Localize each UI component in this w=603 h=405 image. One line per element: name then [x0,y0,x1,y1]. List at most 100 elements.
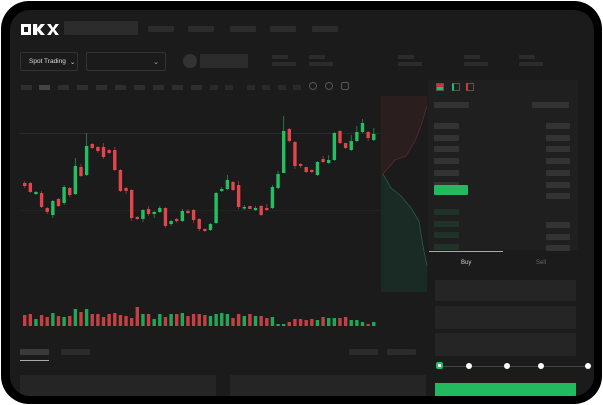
bid-amount [546,245,570,252]
drawing-tool-button[interactable] [210,85,218,90]
stat-value [398,62,422,66]
candle [338,131,342,143]
volume-bar [23,315,27,326]
candle [129,190,134,218]
filter-button[interactable] [349,349,378,355]
timeframe-button[interactable] [39,85,50,90]
timeframe-button[interactable] [153,85,164,90]
candle [169,221,173,224]
camera-icon[interactable] [309,82,317,90]
settings-icon[interactable] [325,82,333,90]
book-view-asks-icon[interactable] [466,83,474,91]
slider-step-50[interactable] [504,363,510,369]
mid-price [434,185,468,195]
volume-bar [214,314,218,326]
spot-trading-label: Spot Trading [29,58,66,65]
volume-bar [197,314,201,326]
app-screen: Spot Trading ⌄ ⌄ Buy Sell [10,10,594,396]
search-bar[interactable] [64,21,138,35]
tab-order-history[interactable] [61,349,90,355]
book-header-amount [532,102,569,108]
timeframe-button[interactable] [77,85,88,90]
volume-bar [327,318,331,326]
drawing-tool-button[interactable] [247,85,255,90]
stat-value [464,62,488,66]
volume-bar [180,313,185,326]
candle [281,131,286,173]
volume-bar [355,320,359,326]
drawing-tool-button[interactable] [262,85,270,90]
candle [293,142,297,166]
okx-logo[interactable] [21,24,59,35]
spot-trading-selector[interactable]: Spot Trading ⌄ [20,52,78,71]
candle [321,159,325,162]
stat-label [272,55,288,59]
volume-bar [45,317,49,326]
candle [231,182,235,190]
amount-slider-track[interactable] [440,366,590,367]
volume-bar [242,316,246,326]
tab-buy[interactable]: Buy [461,260,472,266]
volume-bar [56,316,61,326]
candle [225,180,230,189]
volume-bar [360,322,365,326]
total-input[interactable] [435,333,576,356]
nav-item[interactable] [312,26,338,32]
candle [146,209,151,214]
nav-item[interactable] [230,26,256,32]
amount-input[interactable] [435,306,576,329]
ask-price [434,134,459,141]
drawing-tool-button[interactable] [278,85,286,90]
timeframe-button[interactable] [21,85,32,90]
timeframe-button[interactable] [134,85,145,90]
candle [84,146,89,175]
nav-item[interactable] [188,26,214,32]
timeframe-button[interactable] [115,85,126,90]
candle [56,199,61,206]
timeframe-button[interactable] [191,85,202,90]
tab-sell[interactable]: Sell [536,260,547,266]
depth-bids-area [381,174,427,292]
candle [186,211,190,213]
slider-step-75[interactable] [538,363,544,369]
slider-step-25[interactable] [466,363,472,369]
nav-item[interactable] [270,26,296,32]
book-view-both-icon[interactable] [436,83,444,91]
volume-bar [338,318,342,326]
book-view-bids-icon[interactable] [452,83,460,91]
bid-price [434,232,459,239]
fullscreen-icon[interactable] [341,82,349,90]
timeframe-button[interactable] [172,85,183,90]
timeframe-button[interactable] [58,85,69,90]
pair-selector[interactable]: ⌄ [86,52,166,71]
timeframe-button[interactable] [96,85,107,90]
candle [51,201,55,215]
candle [343,143,348,148]
volume-bar [281,324,286,326]
nav-item[interactable] [148,26,174,32]
volume-bar [84,309,89,326]
depth-asks-area [381,96,427,174]
filter-button[interactable] [387,349,416,355]
ask-amount [546,193,570,199]
ask-amount [546,158,570,165]
volume-bar [298,319,303,326]
amount-slider-handle[interactable] [436,362,443,369]
drawing-tool-button[interactable] [293,85,301,90]
candle [208,224,213,230]
buy-submit-button[interactable] [435,383,576,396]
volume-bar [343,317,348,326]
volume-bar [248,314,252,326]
slider-step-100[interactable] [585,363,591,369]
volume-bar [51,313,55,326]
volume-bar [191,314,196,326]
tab-open-orders[interactable] [20,349,49,355]
volume-bar [220,313,224,326]
volume-bar [96,314,100,326]
drawing-tool-button[interactable] [225,85,233,90]
volume-bar [304,320,308,326]
candle [372,134,376,140]
price-input[interactable] [435,280,576,301]
candle [203,229,207,231]
candlestick-chart[interactable] [10,10,594,396]
